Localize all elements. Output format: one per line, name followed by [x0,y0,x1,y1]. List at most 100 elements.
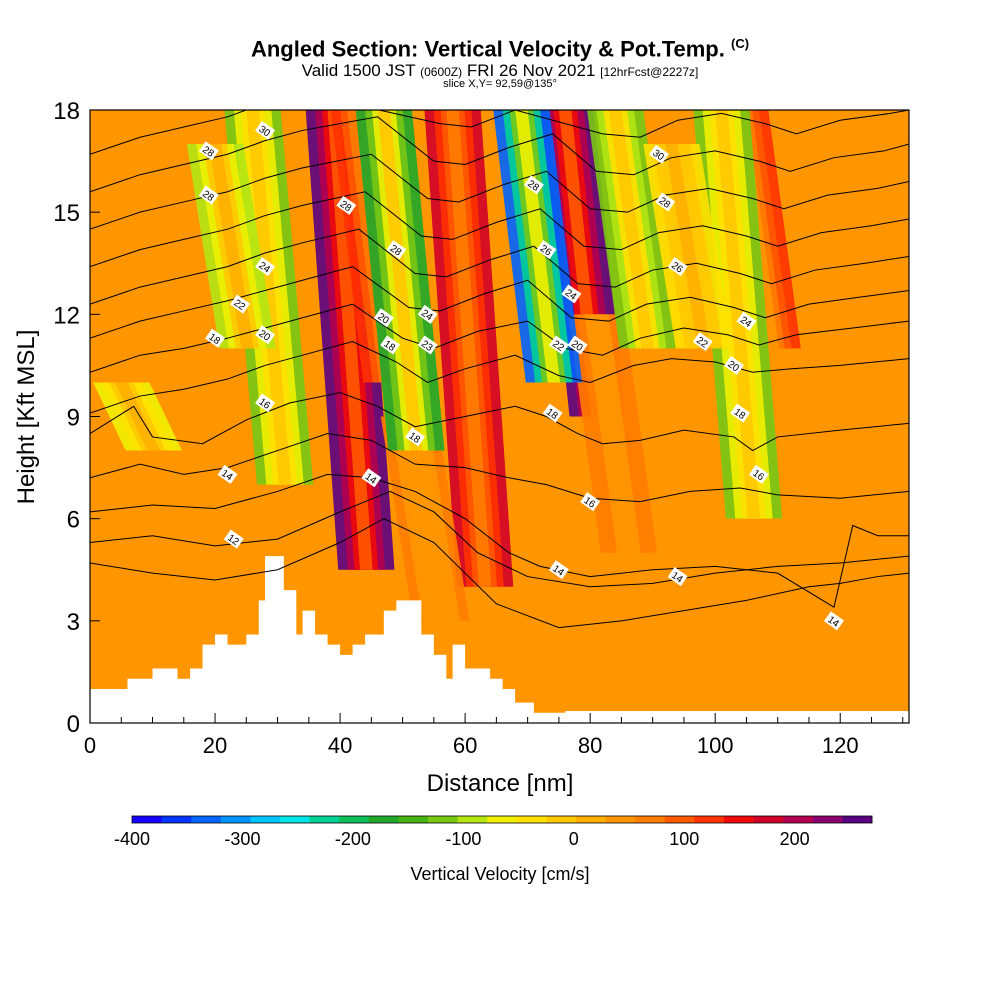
contour-label-box [548,560,569,580]
y-tick-label: 3 [67,609,80,636]
isentrope-line [90,518,909,629]
contour-label: 18 [205,328,226,348]
contour-label-box [561,284,582,304]
colorbar-swatch [605,816,636,823]
contour-label-box [386,240,407,260]
colorbar-swatch [250,816,281,823]
colorbar-swatch [664,816,695,823]
contour-label-box [692,332,713,352]
contour-label-box [417,304,438,324]
terrain-fill [565,711,909,723]
contour-label: 30 [255,120,276,140]
colorbar-label: Vertical Velocity [cm/s] [410,864,589,884]
contour-label-box [255,120,276,140]
contour-label-box [255,325,276,345]
contour-label: 28 [655,192,676,212]
contour-label-box [223,529,244,549]
colorbar-swatch [576,816,606,823]
colorbar-swatch [132,816,162,823]
isentrope-line [90,473,909,608]
velocity-band [608,110,654,349]
contour-label-box [373,308,394,328]
velocity-band [246,110,292,485]
colorbar-swatch [694,816,725,823]
contour-label: 14 [548,560,569,580]
contour-label: 22 [548,335,569,355]
contour-label: 14 [667,567,688,587]
colorbar-swatch [428,816,458,823]
contour-label-box [548,335,569,355]
velocity-band [377,110,423,451]
contour-label-box [536,240,557,260]
contour-label: 20 [255,325,276,345]
contour-label: 26 [667,257,688,277]
contour-label-box [748,464,769,484]
colorbar-swatch [842,816,873,823]
contour-label-box [580,492,601,512]
contour-label-box [205,328,226,348]
contour-label: 14 [361,468,382,488]
contour-label: 14 [217,464,238,484]
isentrope-line [90,392,909,452]
contour-label: 20 [723,355,744,375]
contour-label-box [667,257,688,277]
y-axis-label: Height [Kft MSL] [13,330,40,505]
colorbar-swatch [635,816,666,823]
colorbar-tick-label: 200 [780,829,810,849]
contour-label-box [217,464,238,484]
colorbar-tick-label: 0 [569,829,579,849]
colorbar-swatch [309,816,340,823]
axes: 0 20 40 60 80 100 120 0 3 6 9 12 15 18 [53,98,904,758]
contour-label: 26 [536,240,557,260]
y-tick-label: 18 [53,98,80,125]
contour-label: 18 [405,427,426,447]
colorbar-swatch [487,816,518,823]
isentrope-line [90,341,909,414]
contour-label: 22 [692,332,713,352]
isentrope-line [90,433,909,503]
x-tick-label: 40 [328,733,352,758]
isentrope-line [90,110,909,155]
contour-label-box [523,175,544,195]
x-axis-label: Distance [nm] [427,770,574,797]
contour-label-box [380,335,401,355]
slice-label: slice X,Y= 92,59@135° [443,78,557,90]
contour-label-box [255,257,276,277]
colorbar-tick-label: -400 [114,829,150,849]
contour-label-box [655,192,676,212]
y-tick-label: 9 [67,405,80,432]
contour-label: 28 [198,185,219,205]
velocity-band [715,110,761,519]
contour-label: 20 [567,335,588,355]
contour-label: 24 [561,284,582,304]
velocity-band [515,110,561,383]
velocity-band [665,144,711,349]
contour-label: 30 [648,144,669,164]
velocity-band [208,144,254,349]
x-tick-label: 120 [822,733,859,758]
contour-label-box [723,355,744,375]
contour-label: 24 [255,257,276,277]
colorbar-tick-label: -200 [335,829,371,849]
isentrope-line [90,266,909,339]
contour-label: 16 [580,492,601,512]
isentrope-line [90,228,909,305]
velocity-band [590,314,636,553]
colorbar-swatch [339,816,370,823]
colorbar-swatch [516,816,547,823]
chart-title-mark: (C) [731,36,750,51]
contour-label: 18 [542,403,563,423]
terrain-fill [90,556,566,723]
colorbar-swatch [161,816,192,823]
y-tick-label: 12 [53,302,80,329]
contour-label-box [542,403,563,423]
contour-label-box [823,611,844,631]
contour-label-box [567,335,588,355]
x-tick-label: 20 [203,733,227,758]
velocity-band [115,382,161,451]
contour-label: 16 [255,393,276,413]
contour-label: 12 [223,529,244,549]
x-tick-label: 0 [84,733,96,758]
contour-label-box [230,294,251,314]
chart-subtitle: Valid 1500 JST (0600Z) FRI 26 Nov 2021 [… [0,61,1000,81]
